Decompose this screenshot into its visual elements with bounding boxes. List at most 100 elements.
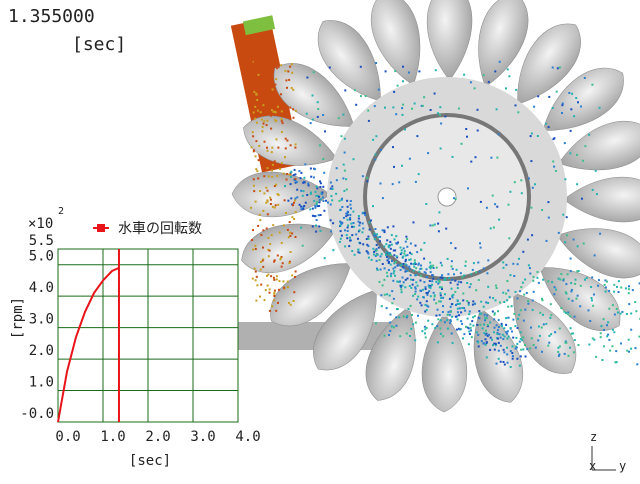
particle: [273, 289, 276, 292]
particle: [358, 224, 361, 227]
particle: [414, 244, 417, 247]
particle: [519, 355, 522, 358]
particle: [288, 260, 291, 263]
particle: [367, 252, 370, 255]
particle: [267, 248, 270, 251]
particle: [380, 294, 383, 297]
particle: [563, 142, 566, 145]
particle: [389, 253, 392, 256]
particle: [268, 107, 271, 110]
particle: [554, 331, 557, 334]
particle: [286, 280, 289, 283]
particle: [502, 361, 505, 363]
particle: [399, 246, 402, 249]
particle: [537, 339, 540, 342]
particle: [387, 257, 390, 260]
particle: [255, 168, 258, 171]
particle: [266, 167, 269, 170]
particle: [423, 257, 426, 260]
particle: [470, 329, 472, 332]
particle: [379, 235, 382, 238]
particle: [267, 236, 270, 239]
particle: [397, 264, 400, 267]
particle: [628, 285, 630, 288]
particle: [624, 287, 627, 290]
particle: [557, 350, 560, 353]
particle: [486, 334, 489, 337]
particle: [344, 229, 346, 232]
particle: [273, 113, 276, 115]
particle: [469, 323, 472, 326]
particle: [634, 347, 637, 350]
particle: [491, 310, 494, 313]
particle: [437, 112, 439, 115]
particle: [564, 311, 567, 314]
particle: [433, 92, 436, 95]
particle: [403, 267, 406, 270]
particle: [608, 289, 611, 292]
particle: [263, 140, 266, 143]
particle: [400, 251, 403, 254]
particle: [288, 173, 291, 176]
particle: [507, 305, 510, 308]
particle: [480, 300, 483, 303]
particle: [569, 129, 572, 132]
particle: [514, 325, 517, 328]
particle: [598, 279, 600, 282]
particle: [413, 265, 416, 268]
particle: [497, 326, 500, 329]
particle: [271, 88, 274, 91]
particle: [390, 234, 393, 237]
particle: [617, 280, 620, 283]
particle: [379, 182, 382, 185]
particle: [560, 273, 563, 275]
particle: [268, 288, 271, 291]
particle: [402, 262, 405, 265]
particle: [494, 344, 497, 347]
particle: [292, 300, 295, 302]
particle: [388, 260, 390, 263]
particle: [339, 230, 342, 233]
particle: [408, 285, 411, 287]
particle: [322, 114, 325, 116]
particle: [351, 250, 354, 252]
particle: [602, 318, 605, 321]
particle: [338, 199, 341, 202]
particle: [524, 308, 527, 311]
particle: [564, 291, 567, 294]
particle: [492, 297, 495, 300]
particle: [394, 70, 397, 73]
particle: [385, 271, 388, 274]
particle: [493, 318, 496, 321]
particle: [256, 104, 259, 107]
particle: [591, 83, 594, 86]
particle: [456, 299, 459, 302]
particle: [536, 271, 539, 273]
particle: [493, 348, 496, 351]
particle: [357, 215, 360, 217]
x-tick-label: 1.0: [100, 429, 125, 445]
particle: [273, 206, 276, 209]
particle: [396, 256, 399, 259]
particle: [298, 203, 301, 206]
particle: [512, 336, 515, 339]
particle: [263, 299, 266, 302]
particle: [441, 276, 444, 279]
particle: [615, 361, 618, 364]
particle: [294, 109, 297, 112]
particle: [253, 60, 256, 63]
particle: [581, 197, 583, 200]
particle: [425, 203, 428, 205]
particle: [532, 275, 535, 278]
particle: [464, 260, 467, 263]
particle: [518, 340, 521, 343]
particle: [439, 300, 442, 303]
particle: [379, 148, 382, 151]
particle: [584, 145, 587, 148]
particle: [503, 301, 506, 303]
particle: [286, 113, 289, 116]
particle: [497, 341, 500, 344]
particle: [322, 200, 325, 203]
particle: [275, 183, 278, 186]
